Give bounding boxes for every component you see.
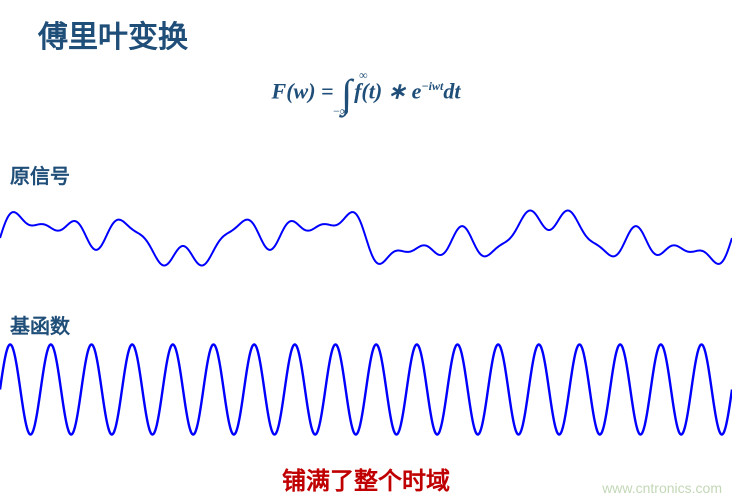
- fourier-formula: F(w) = ∫∞−∞f(t) ∗ e−iwtdt: [0, 70, 732, 117]
- basis-function-wave: [0, 332, 732, 447]
- page-title: 傅里叶变换: [38, 12, 188, 56]
- formula-exp-sup: −iwt: [421, 79, 443, 93]
- integral-lower-limit: −∞: [333, 104, 348, 119]
- wave-path: [0, 210, 732, 265]
- wave-path: [0, 345, 732, 435]
- original-signal-svg: [0, 178, 732, 298]
- integral-sign: ∫∞−∞: [341, 70, 352, 117]
- formula-lhs: F(w): [272, 79, 316, 104]
- original-signal-wave: [0, 178, 732, 298]
- basis-function-svg: [0, 332, 732, 447]
- integral-upper-limit: ∞: [359, 68, 368, 83]
- formula-eq: =: [316, 79, 340, 104]
- formula-exp-base: e: [412, 79, 422, 104]
- formula-dt: dt: [443, 79, 460, 104]
- formula-star: ∗: [382, 79, 411, 104]
- watermark-text: www.cntronics.com: [602, 480, 722, 496]
